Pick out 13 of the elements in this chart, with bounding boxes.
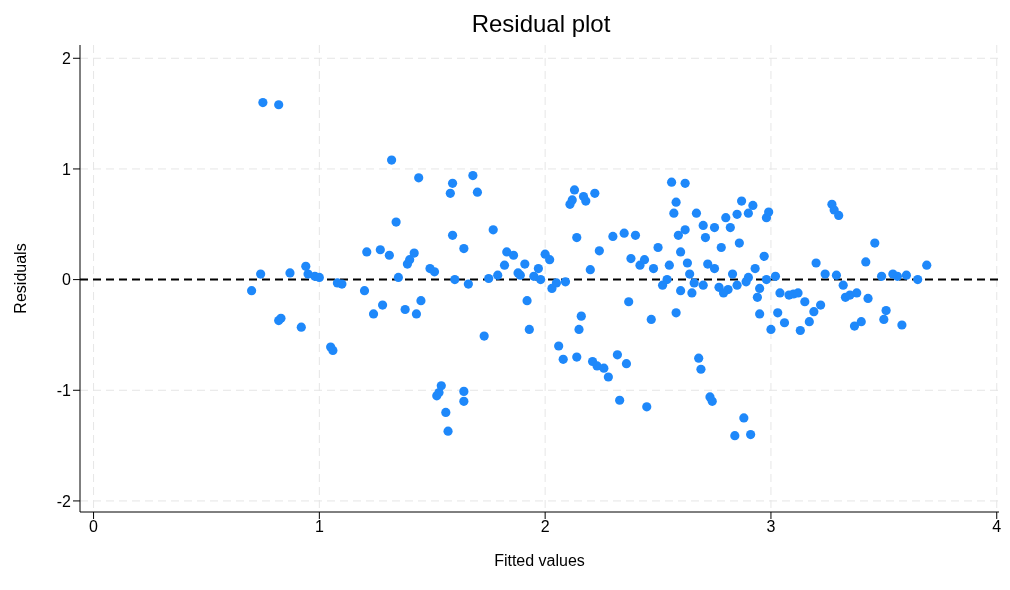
- chart-title: Residual plot: [470, 10, 612, 38]
- y-axis-title: Residuals: [11, 243, 29, 314]
- x-tick-label: 0: [89, 518, 99, 536]
- y-tick-label: 0: [62, 271, 72, 289]
- x-tick-label: 2: [540, 518, 550, 536]
- x-tick-label: 4: [992, 518, 1002, 536]
- y-tick-label: 1: [62, 160, 72, 178]
- y-tick-label: -1: [56, 381, 72, 399]
- y-tick-label: -2: [56, 492, 72, 510]
- x-tick-label: 3: [766, 518, 776, 536]
- y-tick-label: 2: [62, 49, 72, 67]
- x-axis-title: Fitted values: [494, 552, 585, 569]
- x-tick-label: 1: [314, 518, 324, 536]
